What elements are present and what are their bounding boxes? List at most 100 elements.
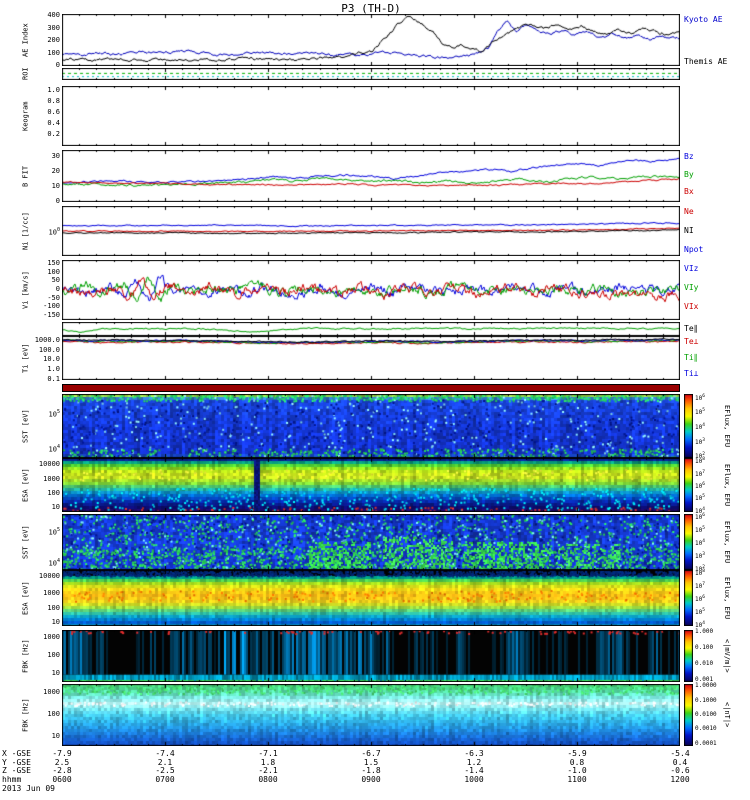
time-tick-5: 1100 xyxy=(567,774,587,784)
panel-tepar xyxy=(62,322,680,336)
panel-esa_ion xyxy=(62,458,680,512)
ylabel-esa_elec: ESA [eV] xyxy=(21,581,30,615)
ytick-vi-0: 150 xyxy=(47,259,60,268)
canvas-sst_ion xyxy=(62,394,680,458)
bottom-value-2-6: -0.6 xyxy=(670,766,690,775)
colorbar-tick-esa_elec-3: 105 xyxy=(695,607,705,616)
colorbar-label-esa_elec: EFlux, EFU xyxy=(723,576,731,620)
bottom-value-2-4: -1.4 xyxy=(464,766,484,775)
ytick-bfit-2: 10 xyxy=(51,182,60,191)
ylabel-esa_ion: ESA [eV] xyxy=(21,468,30,502)
ytick-keogram-1: 0.8 xyxy=(47,97,60,106)
ytick-vi-5: -100 xyxy=(43,302,60,311)
panel-fbk_eff xyxy=(62,630,680,682)
bottom-value-0-3: -6.7 xyxy=(361,749,381,758)
bottom-value-1-2: 1.8 xyxy=(260,757,276,767)
time-tick-1: 0700 xyxy=(155,774,175,784)
right-label-ni-1: NI xyxy=(684,226,694,235)
canvas-sst_elec xyxy=(62,514,680,570)
panel-ni xyxy=(62,206,680,256)
colorbar-esa_ion xyxy=(684,458,693,512)
bottom-value-2-2: -2.1 xyxy=(258,766,278,775)
ytick-ae-2: 200 xyxy=(47,36,60,45)
canvas-fbk_scm xyxy=(62,684,680,746)
colorbar-tick-fbk_scm-0: 1.0000 xyxy=(695,682,717,690)
panel-bfit xyxy=(62,150,680,202)
colorbar-tick-sst_elec-1: 105 xyxy=(695,526,705,535)
colorbar-sst_elec xyxy=(684,514,693,570)
colorbar-tick-fbk_scm-1: 0.1000 xyxy=(695,696,717,704)
ylabel-vi: Vi [km/s] xyxy=(21,271,30,309)
ylabel-ti: Ti [eV] xyxy=(21,343,30,373)
colorbar-tick-sst_ion-2: 104 xyxy=(695,423,705,431)
colorbar-tick-sst_ion-0: 106 xyxy=(695,393,705,402)
colorbar-tick-esa_ion-0: 108 xyxy=(695,457,705,466)
colorbar-tick-esa_ion-4: 104 xyxy=(695,506,705,515)
ytick-esa_ion-1: 1000 xyxy=(43,474,60,483)
ytick-fbk_scm-2: 10 xyxy=(51,731,60,740)
panel-sst_elec xyxy=(62,514,680,570)
time-tick-6: 1200 xyxy=(670,774,690,784)
ylabel-sst_ion: SST [eV] xyxy=(21,409,30,443)
ytick-esa_elec-3: 10 xyxy=(51,618,60,627)
ytick-sst_ion-0: 105 xyxy=(48,409,60,419)
colorbar-tick-fbk_eff-1: 0.100 xyxy=(695,644,714,652)
colorbar-tick-sst_ion-3: 103 xyxy=(695,437,705,446)
ytick-esa_elec-0: 10000 xyxy=(38,572,60,581)
ytick-ti-4: 0.1 xyxy=(47,375,60,383)
bottom-value-1-0: 2.5 xyxy=(54,757,70,767)
colorbar-tick-fbk_eff-0: 1.000 xyxy=(695,628,714,636)
colorbar-tick-fbk_scm-3: 0.0010 xyxy=(695,725,717,733)
colorbar-fbk_eff xyxy=(684,630,693,682)
ytick-fbk_scm-1: 100 xyxy=(47,710,60,718)
bottom-value-2-3: -1.8 xyxy=(361,766,381,775)
colorbar-tick-esa_elec-2: 106 xyxy=(695,595,705,603)
canvas-esa_elec xyxy=(62,570,680,626)
ytick-ae-1: 300 xyxy=(47,23,60,32)
ytick-vi-3: 0 xyxy=(55,285,60,293)
bottom-axis-label: hhmm xyxy=(2,774,22,784)
panel-esa_elec xyxy=(62,570,680,626)
panel-roi xyxy=(62,68,680,80)
ytick-keogram-2: 0.6 xyxy=(47,108,60,117)
right-label-ti-1: Ti∥ xyxy=(684,352,698,362)
colorbar-tick-esa_elec-4: 104 xyxy=(695,620,705,629)
ytick-ti-2: 10.0 xyxy=(43,355,60,364)
right-label-ti-2: Ti⊥ xyxy=(684,368,699,378)
right-label-ae-0: Kyoto AE xyxy=(684,15,723,24)
ytick-ti-3: 1.0 xyxy=(47,365,60,374)
colorbar-label-sst_ion: EFlux, EFU xyxy=(723,404,731,448)
panel-sst_ion xyxy=(62,394,680,458)
ytick-vi-6: -150 xyxy=(43,310,60,319)
bottom-value-2-1: -2.5 xyxy=(155,766,175,775)
colorbar-tick-sst_elec-3: 103 xyxy=(695,551,705,560)
canvas-vi xyxy=(62,260,680,320)
colorbar-tick-sst_ion-4: 102 xyxy=(695,452,705,461)
canvas-ae xyxy=(62,14,680,66)
panel-sep xyxy=(62,384,680,392)
bottom-value-0-6: -5.4 xyxy=(670,749,690,758)
canvas-keogram xyxy=(62,86,680,146)
right-label-ti-0: Te⊥ xyxy=(684,337,699,346)
ylabel-keogram: Keogram xyxy=(21,101,30,131)
ytick-ni-0: 100 xyxy=(48,227,60,237)
ytick-keogram-3: 0.4 xyxy=(47,119,60,128)
colorbar-tick-esa_ion-2: 106 xyxy=(695,482,705,490)
time-tick-0: 0600 xyxy=(52,774,72,784)
bottom-value-0-2: -7.1 xyxy=(258,749,278,758)
ytick-esa_elec-1: 1000 xyxy=(43,588,60,597)
colorbar-esa_elec xyxy=(684,570,693,626)
canvas-ti xyxy=(62,336,680,380)
colorbar-label-fbk_scm: <|nT|> xyxy=(723,702,731,728)
ytick-ae-3: 100 xyxy=(47,48,60,57)
ytick-fbk_eff-2: 10 xyxy=(51,669,60,678)
bottom-value-1-4: 1.2 xyxy=(466,757,482,767)
right-label-bfit-1: By xyxy=(684,169,694,179)
colorbar-label-fbk_eff: <|mV/m|> xyxy=(723,639,731,673)
bottom-value-1-5: 0.8 xyxy=(569,757,585,767)
colorbar-tick-fbk_eff-2: 0.010 xyxy=(695,659,714,667)
ytick-esa_ion-2: 100 xyxy=(47,488,60,497)
ytick-ti-1: 100.0 xyxy=(38,345,60,354)
